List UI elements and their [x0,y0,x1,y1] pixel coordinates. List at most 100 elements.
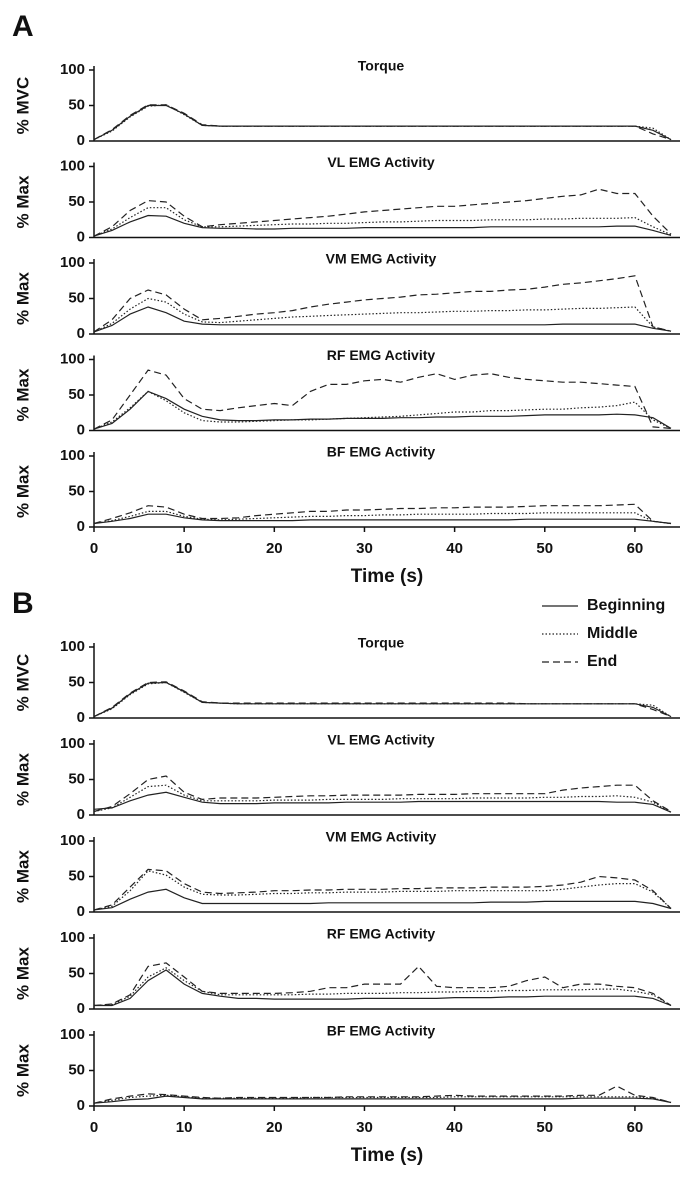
panel-title: VL EMG Activity [327,154,435,170]
panel-letter: B [12,587,34,620]
data-line [93,962,672,1007]
y-tick-label: 50 [68,1061,85,1078]
x-tick-label: 30 [356,1119,373,1136]
y-tick-label: 100 [60,832,85,849]
panel-title: BF EMG Activity [327,444,436,460]
y-tick-label: 0 [77,132,85,149]
y-tick-label: 100 [60,447,85,464]
y-tick-label: 100 [60,638,85,655]
y-tick-label: 0 [77,325,85,342]
data-line [93,784,672,813]
y-tick-label: 50 [68,673,85,690]
y-axis-label: % MVC [13,77,32,135]
y-tick-label: 0 [77,228,85,245]
y-tick-label: 100 [60,735,85,752]
y-axis-label: % Max [13,947,32,1000]
y-tick-label: 50 [68,482,85,499]
data-line [93,870,672,911]
y-tick-label: 50 [68,289,85,306]
data-line [93,510,672,525]
panel-title: RF EMG Activity [327,347,436,363]
x-tick-label: 60 [627,540,644,557]
y-axis-label: % Max [13,272,32,325]
y-axis-label: % Max [13,753,32,806]
data-line [93,214,672,237]
data-line [93,390,672,430]
x-tick-label: 60 [627,1119,644,1136]
x-tick-label: 50 [536,1119,553,1136]
data-line [93,681,672,718]
data-line [93,775,672,813]
data-line [94,969,672,1007]
y-tick-label: 100 [60,61,85,78]
x-tick-label: 40 [446,1119,463,1136]
x-tick-label: 0 [90,1119,98,1136]
panel-title: VL EMG Activity [327,732,435,748]
y-tick-label: 0 [77,1097,85,1114]
panel-title: Torque [358,635,405,651]
data-line [93,104,672,141]
data-line [93,369,672,430]
data-line [93,868,672,911]
x-tick-label: 40 [446,540,463,557]
y-axis-label: % MVC [13,654,32,712]
y-tick-label: 0 [77,709,85,726]
y-tick-label: 100 [60,254,85,271]
data-line [93,104,672,141]
x-tick-label: 10 [176,540,193,557]
data-line [93,681,672,718]
y-tick-label: 0 [77,806,85,823]
panel-title: RF EMG Activity [327,926,436,942]
y-tick-label: 100 [60,157,85,174]
data-line [93,275,672,333]
x-tick-label: 20 [266,540,283,557]
panel-title: VM EMG Activity [326,829,437,845]
data-line [93,888,672,911]
x-tick-label: 50 [536,540,553,557]
y-tick-label: 0 [77,421,85,438]
x-axis-label: Time (s) [351,566,424,587]
legend-label: End [587,653,617,670]
data-line [93,297,672,333]
data-line [93,1085,672,1104]
panel-title: VM EMG Activity [326,251,437,267]
y-tick-label: 0 [77,903,85,920]
data-line [93,306,672,333]
data-line [93,967,672,1007]
y-tick-label: 50 [68,96,85,113]
data-line [93,188,672,237]
data-line [93,681,672,718]
data-line [93,791,672,813]
y-axis-label: % Max [13,368,32,421]
panel-letter: A [12,10,34,43]
y-tick-label: 0 [77,1000,85,1017]
x-tick-label: 10 [176,1119,193,1136]
legend-label: Middle [587,625,638,642]
y-tick-label: 0 [77,518,85,535]
x-tick-label: 30 [356,540,373,557]
y-tick-label: 50 [68,386,85,403]
y-tick-label: 100 [60,1026,85,1043]
y-tick-label: 50 [68,867,85,884]
panel-title: BF EMG Activity [327,1023,436,1039]
y-tick-label: 100 [60,350,85,367]
data-line [93,104,672,141]
data-line [93,513,672,525]
y-axis-label: % Max [13,465,32,518]
data-line [93,390,672,430]
panel-title: Torque [358,58,405,74]
y-axis-label: % Max [13,175,32,228]
data-line [93,503,672,525]
legend-label: Beginning [587,597,665,614]
x-tick-label: 20 [266,1119,283,1136]
y-tick-label: 50 [68,770,85,787]
y-axis-label: % Max [13,850,32,903]
y-tick-label: 100 [60,929,85,946]
x-axis-label: Time (s) [351,1145,424,1166]
data-line [93,1095,672,1104]
y-tick-label: 50 [68,193,85,210]
y-axis-label: % Max [13,1044,32,1097]
y-tick-label: 50 [68,964,85,981]
